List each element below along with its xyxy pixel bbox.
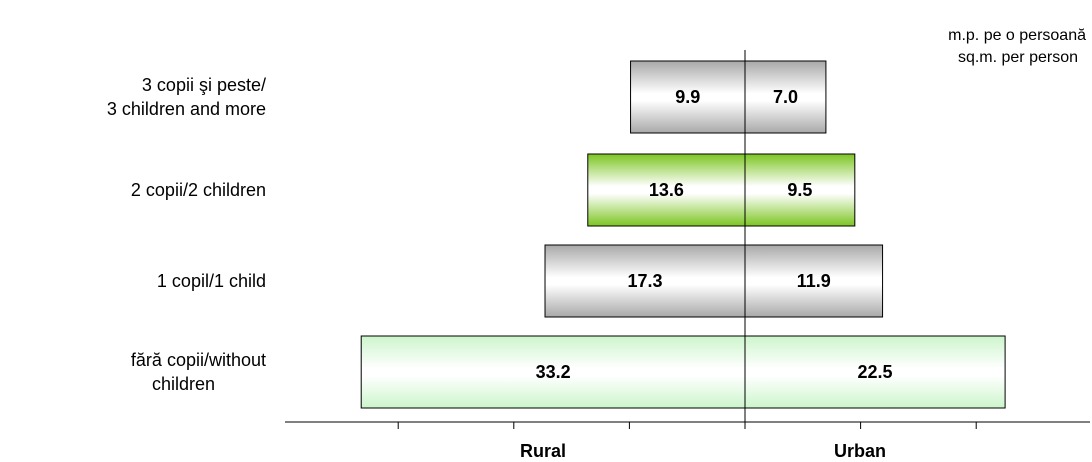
category-label: 3 copii şi peste/3 children and more — [107, 75, 266, 119]
urban-bar — [744, 153, 856, 227]
rural-value-label: 33.2 — [536, 362, 571, 382]
category-label: 2 copii/2 children — [131, 180, 266, 200]
unit-label-line-2: sq.m. per person — [958, 49, 1078, 66]
urban-value-label: 7.0 — [773, 87, 798, 107]
urban-bar — [744, 335, 1006, 409]
rural-axis-label: Rural — [520, 441, 566, 461]
urban-value-label: 9.5 — [787, 180, 812, 200]
unit-label-line-1: m.p. pe o persoană — [948, 27, 1086, 44]
rural-value-label: 9.9 — [675, 87, 700, 107]
rural-value-label: 13.6 — [649, 180, 684, 200]
urban-value-label: 11.9 — [797, 271, 831, 291]
urban-bar — [744, 60, 827, 134]
rural-bar — [360, 335, 746, 409]
rural-bar — [630, 60, 746, 134]
rural-bar — [544, 244, 746, 318]
category-label: fără copii/without children — [131, 350, 266, 394]
rural-value-label: 17.3 — [627, 271, 662, 291]
urban-bar — [744, 244, 884, 318]
urban-axis-label: Urban — [834, 441, 886, 461]
urban-value-label: 22.5 — [858, 362, 893, 382]
rural-bar — [587, 153, 746, 227]
category-label: 1 copil/1 child — [157, 271, 266, 291]
